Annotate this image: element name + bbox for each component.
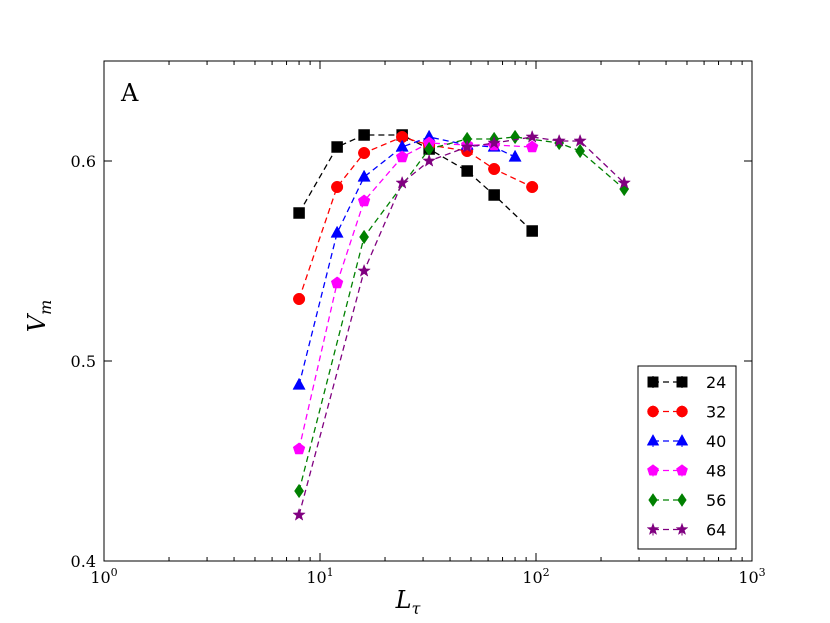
data-point-square (676, 376, 688, 388)
x-tick-base: 10 (306, 568, 326, 587)
x-tick-exponent: 2 (543, 566, 550, 579)
data-point-star (525, 129, 539, 143)
legend-label: 56 (706, 491, 726, 510)
y-tick-label: 0.4 (71, 552, 96, 571)
legend-label: 32 (706, 403, 726, 422)
data-point-square (488, 189, 500, 201)
data-point-triangle (508, 149, 522, 162)
plot-frame (103, 60, 753, 562)
data-point-star (395, 175, 409, 189)
data-point-star (573, 133, 587, 147)
y-axis-title: Vm (23, 300, 55, 333)
series-line (298, 136, 533, 300)
legend-label: 64 (706, 521, 726, 540)
legend-entry: 64 (646, 521, 726, 540)
legend-label: 40 (706, 432, 726, 451)
x-tick-base: 10 (738, 568, 758, 587)
x-axis-title: Lτ (395, 586, 422, 618)
data-point-circle (526, 180, 539, 194)
series-24 (293, 129, 538, 237)
x-tick-label: 100 (90, 566, 117, 587)
series-line (298, 136, 516, 386)
data-point-star (357, 263, 371, 277)
legend: 24 32 40 48 56 64 (637, 365, 737, 550)
legend-entry: 48 (647, 462, 726, 481)
series-32 (293, 130, 539, 306)
x-tick-exponent: 3 (759, 566, 766, 579)
data-point-circle (331, 180, 344, 194)
data-point-square (461, 165, 473, 177)
data-point-square (526, 225, 538, 237)
series-40 (292, 129, 522, 390)
data-point-triangle (675, 434, 689, 446)
data-point-triangle (357, 169, 371, 182)
series-56 (294, 129, 630, 499)
series-line (298, 136, 625, 516)
legend-label: 24 (706, 373, 726, 392)
x-tick-base: 10 (90, 568, 110, 587)
legend-entry: 56 (648, 491, 726, 510)
y-tick-label: 0.6 (71, 152, 96, 171)
data-point-square (647, 376, 659, 388)
data-point-circle (358, 146, 371, 160)
data-point-pentagon (395, 150, 409, 163)
data-point-square (358, 129, 370, 141)
legend-entry: 40 (646, 432, 726, 451)
data-point-diamond (294, 483, 304, 499)
x-tick-base: 10 (522, 568, 542, 587)
data-point-star (487, 135, 501, 149)
data-point-square (293, 207, 305, 219)
x-tick-label: 103 (738, 566, 765, 587)
y-tick-label: 0.5 (71, 352, 96, 371)
data-point-pentagon (676, 464, 688, 476)
data-point-triangle (330, 225, 344, 238)
data-point-star (646, 522, 660, 536)
y-axis-title-main: V (23, 312, 51, 332)
data-point-star (675, 522, 689, 536)
legend-frame (637, 365, 737, 550)
legend-entry: 32 (647, 403, 726, 422)
data-point-star (617, 175, 631, 189)
series-layer (292, 129, 631, 521)
data-point-star (460, 139, 474, 153)
data-point-diamond (359, 229, 369, 245)
data-point-pentagon (330, 276, 344, 289)
data-point-star (422, 153, 436, 167)
data-point-star (292, 507, 306, 521)
x-tick-label: 102 (522, 566, 549, 587)
series-64 (292, 129, 631, 521)
data-point-diamond (648, 493, 658, 507)
legend-entry: 24 (647, 373, 726, 392)
data-point-pentagon (647, 464, 659, 476)
y-axis-title-sub: m (36, 300, 55, 315)
data-point-pentagon (357, 194, 371, 207)
x-tick-exponent: 0 (111, 566, 118, 579)
data-point-pentagon (525, 140, 539, 153)
panel-label: A (120, 79, 139, 107)
data-point-circle (647, 405, 659, 418)
data-point-triangle (646, 434, 660, 446)
data-point-triangle (292, 377, 306, 390)
data-point-diamond (510, 129, 520, 145)
data-point-circle (293, 292, 306, 306)
data-point-circle (676, 405, 688, 418)
x-tick-label: 101 (306, 566, 333, 587)
data-point-pentagon (292, 442, 306, 455)
data-point-diamond (677, 493, 687, 507)
data-point-circle (488, 162, 501, 176)
x-axis-title-sub: τ (412, 599, 422, 618)
data-point-square (331, 141, 343, 153)
series-48 (292, 136, 539, 455)
data-point-star (552, 133, 566, 147)
series-line (298, 136, 625, 492)
x-axis-title-main: L (395, 586, 412, 614)
data-point-diamond (575, 143, 585, 159)
x-tick-exponent: 1 (327, 566, 334, 579)
legend-label: 48 (706, 462, 726, 481)
